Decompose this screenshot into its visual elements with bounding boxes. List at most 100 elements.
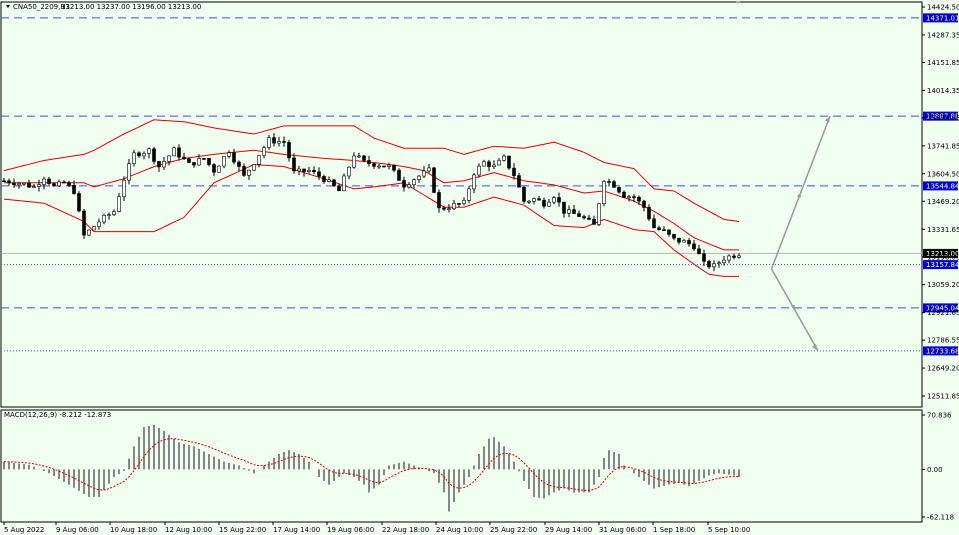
level-tag (923, 260, 958, 270)
candle-body (432, 167, 436, 193)
candle-body (652, 218, 656, 229)
candle-body (447, 208, 451, 210)
candle-body (227, 152, 231, 157)
candle-body (222, 156, 226, 167)
candle-body (592, 219, 596, 225)
time-axis: 5 Aug 2022 9 Aug 06:00 10 Aug 18:00 12 Aug … (3, 522, 750, 534)
candle-body (737, 255, 741, 258)
chart-menu-triangle-icon[interactable] (6, 5, 10, 8)
time-tick-label: 15 Aug 22:00 (219, 526, 266, 534)
scroll-marker-icon[interactable] (735, 1, 741, 4)
candle-body (732, 255, 736, 258)
candle-body (72, 184, 76, 194)
candle-body (357, 155, 361, 158)
macd-tick-label: 0.00 (927, 466, 943, 474)
candle-body (182, 156, 186, 160)
candle-body (267, 137, 271, 148)
candle-body (442, 207, 446, 210)
candle-body (62, 181, 66, 184)
candle-body (297, 168, 301, 172)
candle-body (2, 180, 6, 183)
time-tick-label: 19 Aug 06:00 (327, 526, 374, 534)
candle-body (147, 148, 151, 154)
candle-body (272, 137, 276, 144)
candle-body (457, 203, 461, 205)
candle-body (252, 164, 256, 171)
bb-upper-line (3, 119, 740, 222)
candle-body (692, 243, 696, 250)
candle-body (642, 200, 646, 208)
candle-body (387, 164, 391, 167)
price-tick-label: 13331.65 (927, 226, 959, 234)
candle-body (492, 164, 496, 168)
candle-body (377, 165, 381, 168)
candle-body (282, 141, 286, 143)
candle-body (532, 198, 536, 202)
candle-body (422, 170, 426, 177)
candle-body (37, 184, 41, 187)
price-projection (770, 115, 831, 352)
level-tag-label: 12945.04 (926, 304, 959, 312)
candle-body (392, 164, 396, 171)
candle-body (307, 169, 311, 172)
candle-body (517, 175, 521, 188)
candle-body (257, 155, 261, 165)
level-tag (923, 346, 958, 356)
price-tick-label: 12786.55 (927, 337, 959, 345)
candle-body (107, 214, 111, 217)
candle-body (47, 178, 51, 185)
candle-body (17, 183, 21, 186)
level-tag-label: 14371.01 (926, 14, 959, 22)
level-tag-label: 12733.68 (926, 347, 959, 355)
candle-body (702, 253, 706, 262)
candle-body (52, 183, 56, 187)
candle-body (667, 229, 671, 235)
candle-body (197, 158, 201, 166)
time-tick-label: 9 Aug 06:00 (56, 526, 99, 534)
candle-body (462, 200, 466, 204)
candle-body (277, 141, 281, 144)
candle-body (677, 237, 681, 243)
candle-body (502, 155, 506, 161)
candle-body (602, 181, 606, 204)
candle-body (537, 198, 541, 201)
time-tick-label: 17 Aug 14:00 (273, 526, 320, 534)
price-tick-label: 13059.20 (927, 281, 959, 289)
candle-body (242, 166, 246, 176)
candle-body (192, 162, 196, 166)
candle-body (132, 152, 136, 164)
projection-down-arrowhead (812, 343, 818, 351)
candle-body (142, 153, 146, 157)
candle-body (217, 165, 221, 173)
horizontal-levels: 14371.01 13887.88 13544.84 13157.84 12945.04… (1, 13, 959, 356)
candle-body (82, 210, 86, 236)
price-tick-label: 14287.35 (927, 31, 959, 39)
macd-tick-label: 70.836 (927, 412, 952, 420)
time-tick-label: 25 Aug 22:00 (490, 526, 537, 534)
candle-body (42, 178, 46, 185)
candle-body (712, 263, 716, 268)
candle-body (172, 147, 176, 157)
candle-body (482, 161, 486, 167)
price-tick-label: 14151.85 (927, 59, 959, 67)
time-tick-label: 31 Aug 06:00 (599, 526, 646, 534)
candle-body (87, 229, 91, 236)
bb-lower-line (3, 163, 739, 277)
candle-body (177, 147, 181, 158)
candle-body (707, 261, 711, 268)
current-price-label: 13213.00 (926, 250, 959, 258)
candle-body (397, 169, 401, 181)
candle-body (157, 161, 161, 168)
candle-body (452, 203, 456, 209)
price-pane (0, 1, 923, 408)
projection-up-midarrow (796, 192, 801, 198)
candle-body (262, 147, 266, 156)
candle-body (212, 164, 216, 173)
candle-body (127, 163, 131, 181)
candle-body (552, 197, 556, 203)
time-tick-label: 1 Sep 18:00 (653, 526, 695, 534)
candle-body (232, 152, 236, 163)
candle-body (722, 259, 726, 263)
candle-body (382, 165, 386, 168)
